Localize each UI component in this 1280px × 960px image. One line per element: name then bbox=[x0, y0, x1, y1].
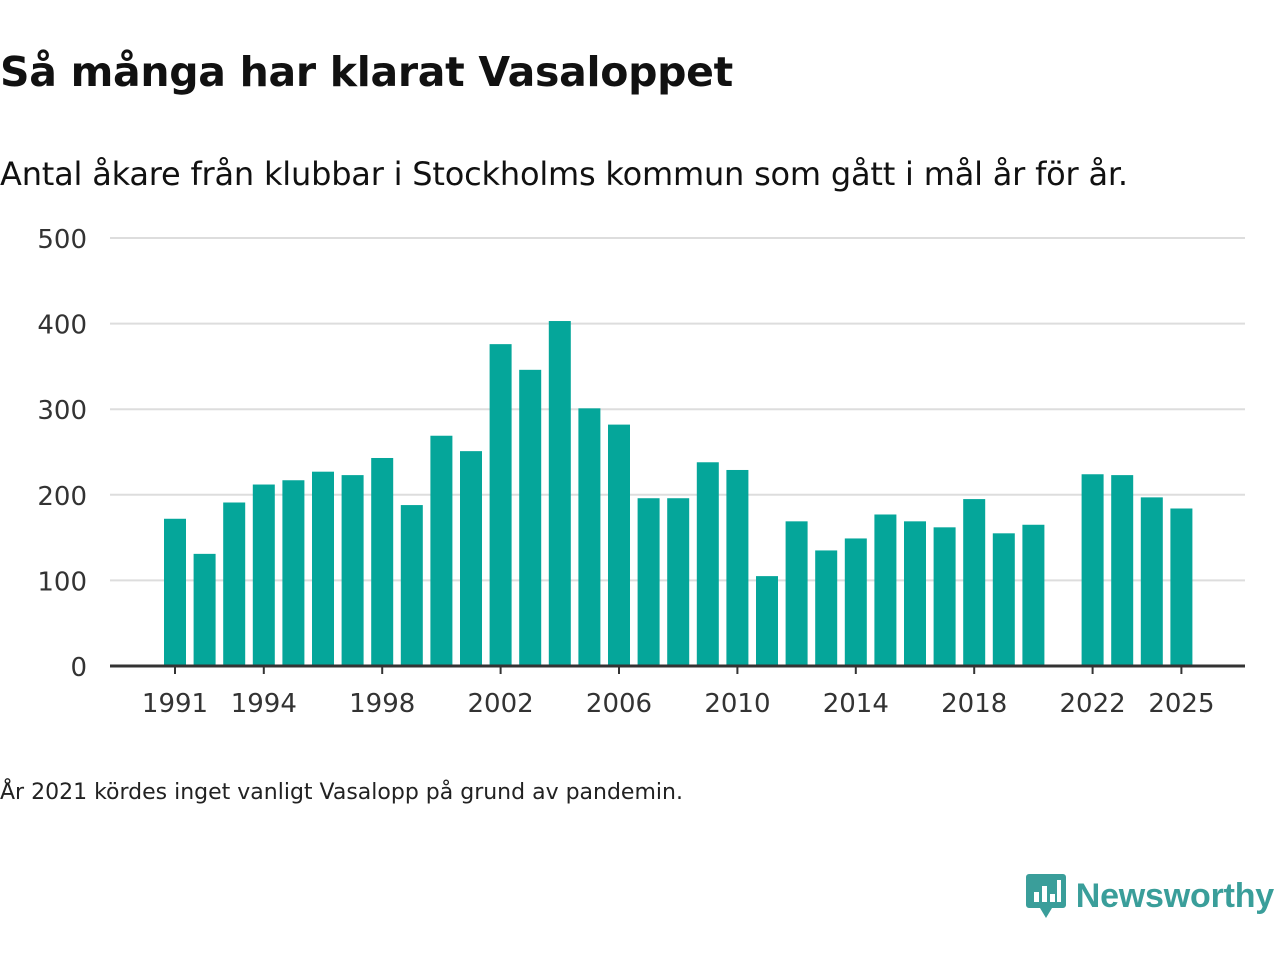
bar-2006 bbox=[608, 424, 630, 666]
bar-2008 bbox=[667, 498, 690, 666]
footnote: År 2021 kördes inget vanligt Vasalopp på… bbox=[0, 780, 683, 805]
bar-2020 bbox=[1022, 524, 1045, 666]
x-tick-label: 2006 bbox=[586, 689, 652, 719]
bar-2013 bbox=[815, 550, 838, 666]
bar-1996 bbox=[312, 471, 334, 666]
y-tick-label: 400 bbox=[37, 311, 87, 341]
x-tick-label: 2025 bbox=[1148, 689, 1214, 719]
bar-2014 bbox=[844, 538, 867, 666]
bar-chart: 0 100 200 300 400 500 1991 1994 1998 2002 2006 201… bbox=[37, 225, 1245, 719]
y-tick-label: 500 bbox=[37, 225, 87, 255]
bar-1995 bbox=[282, 480, 305, 666]
x-tick-label: 2018 bbox=[941, 689, 1007, 719]
newsworthy-logo-text: Newsworthy bbox=[1075, 876, 1274, 915]
bar-1991 bbox=[164, 518, 186, 666]
y-tick-label: 0 bbox=[70, 653, 87, 683]
bar-1992 bbox=[193, 553, 216, 666]
bar-1997 bbox=[341, 475, 364, 666]
y-axis-labels: 0 100 200 300 400 500 bbox=[37, 225, 87, 683]
bar-1998 bbox=[371, 457, 394, 666]
bar-2024 bbox=[1140, 497, 1163, 666]
y-tick-label: 100 bbox=[37, 567, 87, 597]
bar-1993 bbox=[223, 502, 246, 666]
y-tick-label: 300 bbox=[37, 396, 87, 426]
bar-2000 bbox=[430, 435, 453, 666]
bar-2023 bbox=[1111, 475, 1134, 666]
bar-2003 bbox=[519, 369, 542, 666]
bar-2009 bbox=[696, 462, 719, 666]
bar-2016 bbox=[904, 521, 926, 666]
bar-2019 bbox=[992, 533, 1015, 666]
bar-2017 bbox=[933, 527, 956, 666]
x-tick-label: 1994 bbox=[231, 689, 297, 719]
bars bbox=[164, 321, 1193, 666]
bar-2011 bbox=[756, 576, 778, 666]
bar-2015 bbox=[874, 514, 897, 666]
chart-subtitle: Antal åkare från klubbar i Stockholms ko… bbox=[0, 155, 1128, 193]
bar-2007 bbox=[637, 498, 660, 666]
bar-2002 bbox=[489, 344, 512, 666]
bar-2022 bbox=[1081, 474, 1104, 666]
bar-1999 bbox=[400, 505, 423, 666]
x-tick-label: 1991 bbox=[142, 689, 208, 719]
bar-2001 bbox=[460, 451, 482, 666]
x-tick-label: 2014 bbox=[823, 689, 889, 719]
x-tick-label: 2002 bbox=[468, 689, 534, 719]
bar-2004 bbox=[548, 321, 571, 666]
bar-2018 bbox=[963, 499, 986, 666]
newsworthy-logo-icon bbox=[1025, 874, 1066, 918]
bar-2012 bbox=[785, 521, 808, 666]
bar-2010 bbox=[726, 469, 749, 666]
newsworthy-logo: Newsworthy bbox=[1025, 872, 1274, 920]
x-tick-label: 2010 bbox=[704, 689, 770, 719]
y-tick-label: 200 bbox=[37, 482, 87, 512]
bar-2005 bbox=[578, 408, 601, 666]
x-axis: 1991 1994 1998 2002 2006 2010 2014 2018 2022 2025 bbox=[110, 664, 1245, 719]
x-tick-label: 1998 bbox=[349, 689, 415, 719]
bar-1994 bbox=[252, 484, 275, 666]
chart-title: Så många har klarat Vasaloppet bbox=[0, 48, 733, 96]
x-tick-label: 2022 bbox=[1060, 689, 1126, 719]
bar-2025 bbox=[1170, 508, 1193, 666]
